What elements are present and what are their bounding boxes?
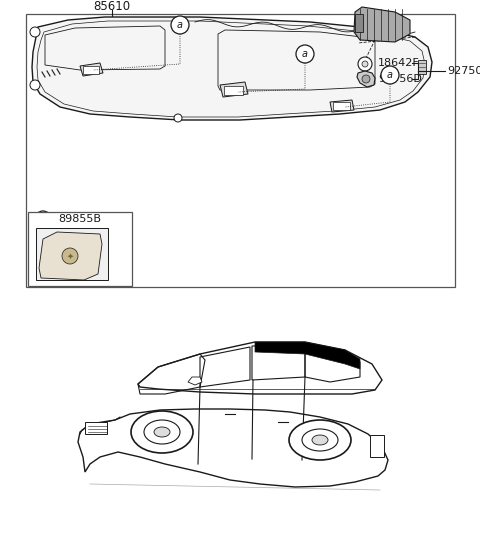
Bar: [85, 422, 107, 434]
Text: a: a: [302, 49, 308, 59]
Circle shape: [62, 248, 78, 264]
Circle shape: [174, 114, 182, 122]
Polygon shape: [80, 63, 103, 76]
Polygon shape: [188, 377, 202, 385]
Bar: [36, 228, 108, 280]
Ellipse shape: [312, 435, 328, 445]
Text: 85610: 85610: [94, 0, 131, 13]
Bar: [355, 14, 363, 32]
Ellipse shape: [289, 420, 351, 460]
Ellipse shape: [302, 429, 338, 451]
Bar: [26, 14, 455, 287]
Bar: [83, 66, 99, 74]
Polygon shape: [354, 7, 410, 42]
Circle shape: [30, 27, 40, 37]
Ellipse shape: [131, 411, 193, 453]
Text: a: a: [387, 70, 393, 80]
Polygon shape: [357, 71, 375, 87]
Circle shape: [30, 80, 40, 90]
Circle shape: [362, 61, 368, 67]
Polygon shape: [39, 232, 102, 280]
Bar: [370, 435, 384, 457]
Polygon shape: [32, 17, 432, 120]
Polygon shape: [220, 82, 248, 97]
Circle shape: [35, 211, 51, 227]
Bar: [333, 102, 350, 110]
Polygon shape: [330, 100, 354, 112]
Text: a: a: [177, 20, 183, 30]
Circle shape: [381, 66, 399, 84]
Ellipse shape: [144, 420, 180, 444]
Circle shape: [296, 45, 314, 63]
Circle shape: [358, 57, 372, 71]
Circle shape: [362, 75, 370, 83]
Polygon shape: [255, 342, 360, 369]
Polygon shape: [138, 342, 382, 394]
Text: a: a: [40, 214, 46, 224]
Text: 89855B: 89855B: [59, 214, 101, 224]
Circle shape: [171, 16, 189, 34]
Text: 18642F: 18642F: [378, 58, 420, 68]
Text: ✦: ✦: [67, 252, 73, 261]
Text: 92756D: 92756D: [378, 74, 422, 84]
Text: 92750A: 92750A: [447, 66, 480, 76]
Ellipse shape: [154, 427, 170, 437]
Polygon shape: [78, 409, 388, 487]
Bar: [28, 212, 132, 286]
Bar: [224, 86, 243, 95]
Bar: [418, 60, 426, 74]
